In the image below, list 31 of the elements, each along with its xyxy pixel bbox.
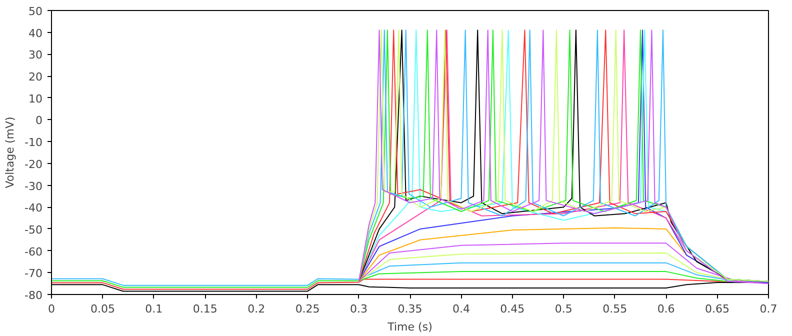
x-tick-label: 0.05 [90, 302, 115, 316]
y-tick-label: -40 [24, 202, 42, 215]
x-tick-label: 0.15 [192, 302, 218, 316]
x-tick-label: 0.25 [295, 302, 320, 316]
x-tick-label: 0.4 [452, 302, 470, 316]
y-tick-label: 10 [28, 92, 43, 106]
y-tick-label: 0 [36, 114, 42, 128]
x-tick-label: 0.6 [657, 302, 675, 316]
y-tick-label: -20 [24, 158, 42, 171]
x-axis-title: Time (s) [386, 320, 432, 334]
y-tick-label: -70 [24, 267, 42, 280]
y-tick-label: -30 [24, 180, 42, 193]
x-tick-label: 0.55 [602, 302, 628, 316]
y-tick-label: -10 [24, 136, 42, 150]
x-tick-label: 0.5 [554, 302, 572, 316]
y-tick-label: 30 [28, 48, 43, 62]
y-tick-label: 20 [28, 70, 43, 84]
x-tick-label: 0.1 [145, 302, 163, 316]
x-tick-label: 0 [48, 302, 55, 316]
y-tick-label: -50 [24, 223, 42, 236]
x-tick-label: 0.35 [398, 302, 422, 316]
x-tick-label: 0.2 [248, 302, 266, 316]
y-tick-label: 40 [28, 26, 43, 40]
x-tick-label: 0.7 [760, 302, 778, 316]
y-tick-label: -60 [24, 245, 42, 258]
y-tick-label: -80 [24, 289, 42, 302]
y-tick-label: 50 [28, 5, 43, 18]
x-tick-label: 0.3 [350, 302, 368, 316]
x-tick-label: 0.45 [500, 302, 525, 316]
y-axis-title: Voltage (mV) [4, 116, 17, 188]
x-tick-label: 0.65 [705, 302, 730, 316]
